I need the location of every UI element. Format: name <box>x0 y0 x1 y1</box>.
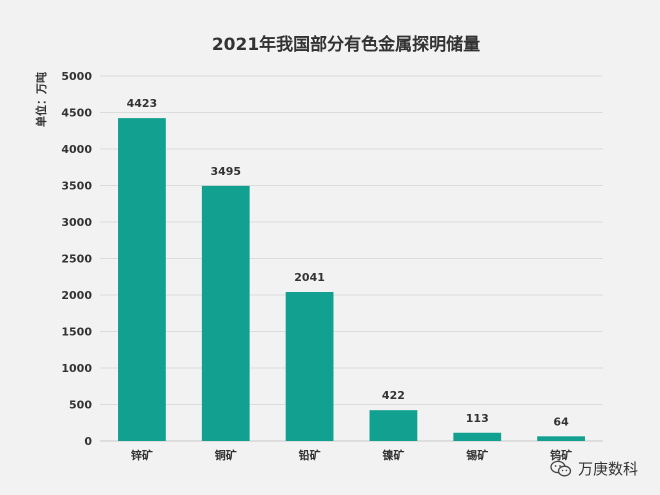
y-axis-unit-label: 单位：万吨 <box>34 72 48 127</box>
y-tick-label: 5000 <box>61 70 92 83</box>
bar <box>369 410 418 441</box>
bars <box>118 118 585 441</box>
x-tick-label: 镍矿 <box>382 448 404 462</box>
data-label: 4423 <box>127 97 158 110</box>
bar <box>118 118 166 441</box>
watermark: 万庚数科 <box>550 458 638 479</box>
y-tick-label: 4500 <box>61 107 92 120</box>
y-tick-label: 1500 <box>61 326 92 339</box>
y-tick-label: 2000 <box>61 289 92 302</box>
x-axis-ticks: 锌矿 铜矿 铅矿 镍矿 锡矿 钨矿 <box>131 448 572 462</box>
chart-title: 2021年我国部分有色金属探明储量 <box>212 34 480 55</box>
watermark-text: 万庚数科 <box>577 460 638 478</box>
y-tick-label: 500 <box>69 399 92 412</box>
x-tick-label: 锡矿 <box>466 448 488 462</box>
y-tick-label: 2500 <box>61 253 92 266</box>
bar <box>453 432 502 441</box>
wechat-icon <box>550 460 572 478</box>
x-tick-label: 铅矿 <box>299 448 321 462</box>
bar <box>285 292 334 441</box>
bar <box>201 185 250 441</box>
data-label: 3495 <box>210 165 241 178</box>
data-labels: 4423 3495 2041 422 113 64 <box>127 97 569 428</box>
data-label: 64 <box>553 415 569 428</box>
y-tick-label: 4000 <box>61 143 92 156</box>
y-tick-label: 0 <box>84 435 92 448</box>
gridlines <box>100 75 603 442</box>
x-tick-label: 锌矿 <box>131 448 153 462</box>
y-tick-label: 1000 <box>61 362 92 375</box>
y-tick-label: 3000 <box>61 216 92 229</box>
data-label: 2041 <box>294 271 325 284</box>
x-tick-label: 铜矿 <box>214 448 237 462</box>
y-axis-ticks: 0 500 1000 1500 2000 2500 3000 3500 4000 4500 5000 <box>61 70 92 448</box>
y-tick-label: 3500 <box>61 180 92 193</box>
data-label: 422 <box>382 389 405 402</box>
data-label: 113 <box>466 412 489 425</box>
bar <box>537 436 585 441</box>
x-tick-label: 钨矿 <box>550 448 572 462</box>
